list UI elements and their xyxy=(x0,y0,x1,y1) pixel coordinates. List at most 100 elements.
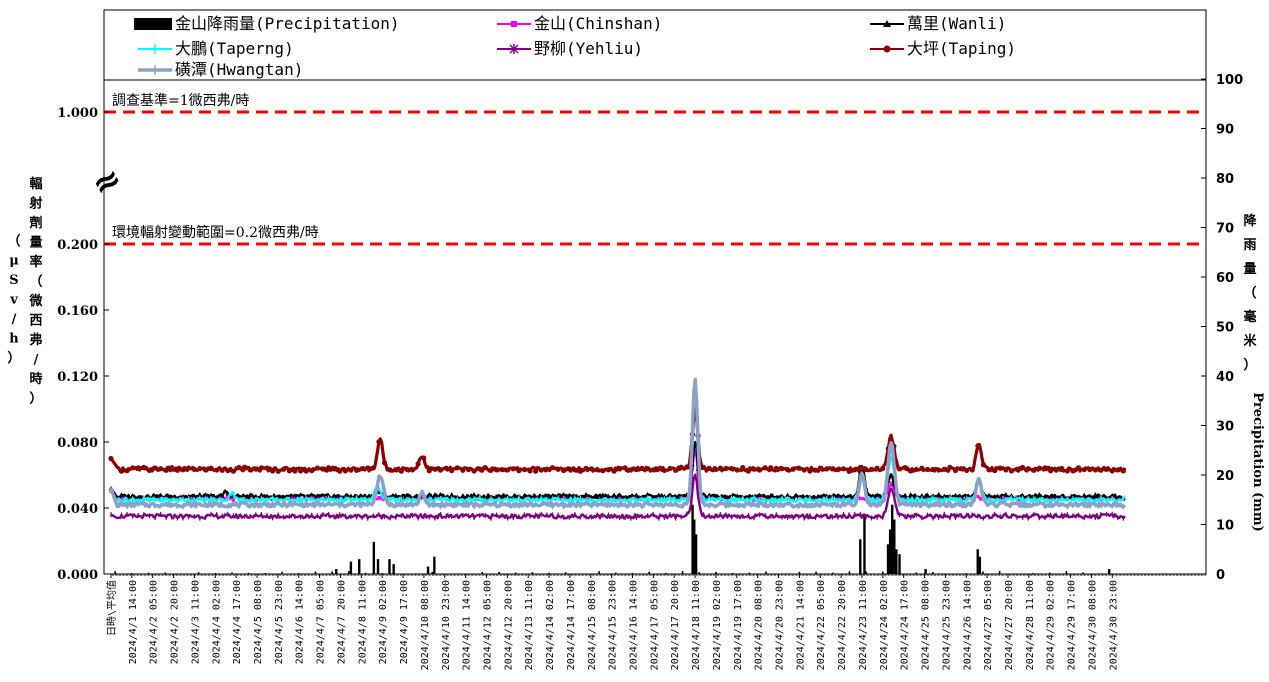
series-marker xyxy=(415,461,421,467)
series-marker xyxy=(533,468,539,474)
precipitation-bar xyxy=(358,559,361,574)
series-marker xyxy=(309,492,315,497)
series-marker xyxy=(712,465,718,472)
series-marker xyxy=(1076,465,1082,471)
series-marker xyxy=(886,487,890,491)
series-marker xyxy=(594,467,600,473)
series-marker xyxy=(510,494,516,499)
series-marker xyxy=(1109,468,1115,474)
series-marker xyxy=(852,467,858,473)
series-marker xyxy=(600,492,606,497)
series-marker xyxy=(499,466,505,473)
x-tick-label: 2024/4/29 17:00 xyxy=(1067,580,1078,670)
series-marker xyxy=(662,493,667,498)
series-marker xyxy=(751,466,757,472)
series-marker xyxy=(337,468,343,474)
right-title-char: ） xyxy=(1243,357,1256,373)
series-marker xyxy=(343,493,348,498)
series-marker xyxy=(947,464,953,470)
series-marker xyxy=(521,466,528,473)
legend-label: 大坪(Taping) xyxy=(907,39,1016,58)
x-tick-label: 2024/4/21 14:00 xyxy=(795,580,806,670)
right-title-char: 毫 xyxy=(1243,309,1256,325)
series-marker xyxy=(633,466,640,473)
precipitation-bar xyxy=(531,572,534,574)
series-marker xyxy=(706,465,712,471)
left-tick-label: 0.040 xyxy=(57,502,98,517)
left-title-char: 射 xyxy=(28,196,42,212)
series-marker xyxy=(1014,466,1020,472)
right-tick-label: 100 xyxy=(1216,73,1243,88)
series-marker xyxy=(1042,465,1048,471)
series-marker xyxy=(622,494,628,500)
x-tick-label: 2024/4/24 02:00 xyxy=(879,580,890,670)
left-title-char: （ xyxy=(29,274,42,290)
series-marker xyxy=(1098,467,1104,473)
series-marker xyxy=(992,493,997,499)
precipitation-bar xyxy=(548,572,550,574)
precipitation-bar xyxy=(376,559,380,574)
right-title-char: 降 xyxy=(1243,213,1257,229)
series-marker xyxy=(572,467,578,473)
series-marker xyxy=(779,466,785,472)
series-marker xyxy=(264,493,270,498)
series-marker xyxy=(381,460,388,466)
series-marker xyxy=(377,495,381,500)
precipitation-bar xyxy=(765,571,767,574)
series-marker xyxy=(516,468,522,474)
series-marker xyxy=(119,497,124,501)
x-tick-label: 2024/4/13 11:00 xyxy=(524,580,535,670)
series-marker xyxy=(488,467,494,473)
series-marker xyxy=(958,466,964,472)
x-tick-label: 2024/4/1 14:00 xyxy=(128,580,139,664)
series-marker xyxy=(925,492,930,497)
left-axis: 0.000 0.040 0.080 0.120 0.160 0.200 1.000 xyxy=(57,106,109,583)
series-marker xyxy=(583,465,589,471)
precipitation-bar xyxy=(815,571,817,574)
series-marker xyxy=(465,466,472,473)
left-title-unit-char: ） xyxy=(7,350,20,366)
x-tick-label: 2024/4/4 02:00 xyxy=(211,580,222,664)
series-marker xyxy=(477,466,483,472)
series-marker xyxy=(1037,492,1042,497)
series-marker xyxy=(158,492,163,497)
series-marker xyxy=(723,494,729,500)
series-marker xyxy=(796,465,802,471)
series-marker xyxy=(359,466,365,472)
series-marker xyxy=(135,495,141,500)
x-tick-label: 2024/4/17 20:00 xyxy=(670,580,681,670)
right-axis: 0 10 20 30 40 50 60 70 80 90 100 xyxy=(1201,73,1243,583)
series-marker xyxy=(522,492,527,498)
series-marker xyxy=(919,493,925,498)
x-tick-label: 2024/4/9 02:00 xyxy=(378,580,389,664)
series-marker xyxy=(370,465,376,471)
precipitation-bar xyxy=(1048,572,1051,574)
x-tick-label: 2024/4/25 23:00 xyxy=(941,580,952,670)
series-marker xyxy=(829,466,835,472)
series-marker xyxy=(577,468,584,474)
precipitation-bar xyxy=(859,539,862,574)
series-marker xyxy=(857,464,863,471)
x-tick-label: 2024/4/24 17:00 xyxy=(900,580,911,670)
left-title-unit-char: S xyxy=(9,273,18,288)
series-marker xyxy=(421,455,427,461)
series-marker xyxy=(824,493,830,498)
series-marker xyxy=(186,493,191,499)
left-title-char: 劑 xyxy=(28,215,42,231)
series-marker xyxy=(1064,468,1071,474)
left-title-unit-char: h xyxy=(9,332,19,347)
series-marker xyxy=(673,467,679,473)
series-lines xyxy=(108,377,1127,521)
series-marker xyxy=(1020,464,1026,471)
series-marker xyxy=(241,464,248,470)
precipitation-bar xyxy=(965,573,968,574)
precipitation-bar xyxy=(1065,571,1068,574)
x-tick-label: 2024/4/14 02:00 xyxy=(545,580,556,670)
series-marker xyxy=(650,467,656,473)
legend-marker xyxy=(883,20,891,27)
series-marker xyxy=(1120,468,1126,474)
x-tick-label: 2024/4/11 14:00 xyxy=(462,580,473,670)
series-marker xyxy=(801,467,807,473)
series-marker xyxy=(387,467,393,473)
series-marker xyxy=(1003,467,1009,473)
